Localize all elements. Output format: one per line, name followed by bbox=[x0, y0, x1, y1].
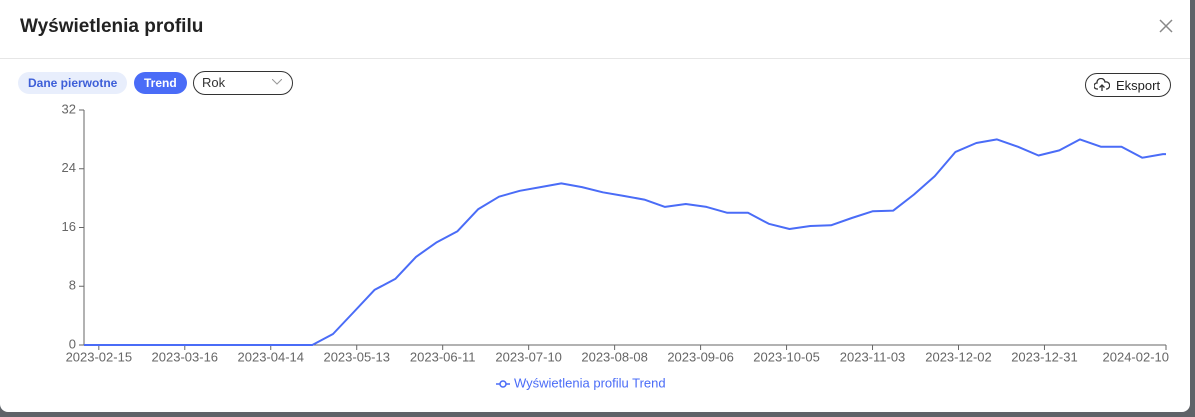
y-tick-label: 32 bbox=[62, 101, 76, 116]
legend-label: Wyświetlenia profilu Trend bbox=[514, 375, 666, 390]
export-label: Eksport bbox=[1116, 78, 1161, 93]
chart: 0 8 16 24 32 2023-02-15 2023-03-16 2023-04-14 20… bbox=[62, 101, 1170, 390]
x-tick-label: 2024-02-10 bbox=[1103, 349, 1170, 364]
x-tick-label: 2023-12-31 bbox=[1011, 349, 1078, 364]
export-button[interactable]: Eksport bbox=[1085, 73, 1171, 97]
x-tick-label: 2023-05-13 bbox=[323, 349, 390, 364]
y-tick-label: 16 bbox=[62, 219, 76, 234]
y-tick-label: 0 bbox=[69, 336, 76, 351]
x-tick-label: 2023-12-02 bbox=[925, 349, 992, 364]
modal-header: Wyświetlenia profilu bbox=[0, 0, 1190, 59]
x-tick-label: 2023-06-11 bbox=[410, 349, 476, 364]
tab-raw[interactable]: Dane pierwotne bbox=[18, 72, 128, 94]
x-tick-label: 2023-02-15 bbox=[66, 349, 133, 364]
x-tick-label: 2023-09-06 bbox=[667, 349, 734, 364]
modal-title: Wyświetlenia profilu bbox=[20, 16, 204, 37]
x-tick-label: 2023-04-14 bbox=[238, 349, 305, 364]
x-tick-label: 2023-10-05 bbox=[753, 349, 820, 364]
tab-trend[interactable]: Trend bbox=[134, 72, 187, 94]
legend-swatch-dot bbox=[499, 380, 507, 388]
period-value: Rok bbox=[202, 75, 226, 90]
data-line bbox=[84, 138, 1166, 346]
x-tick-label: 2023-07-10 bbox=[495, 349, 562, 364]
x-tick-label: 2023-03-16 bbox=[152, 349, 219, 364]
x-tick-label: 2023-11-03 bbox=[840, 349, 906, 364]
y-tick-label: 8 bbox=[69, 278, 76, 293]
close-button[interactable] bbox=[1158, 18, 1174, 34]
period-select[interactable]: Rok bbox=[193, 71, 293, 95]
y-tick-label: 24 bbox=[62, 160, 76, 175]
x-tick-label: 2023-08-08 bbox=[581, 349, 648, 364]
